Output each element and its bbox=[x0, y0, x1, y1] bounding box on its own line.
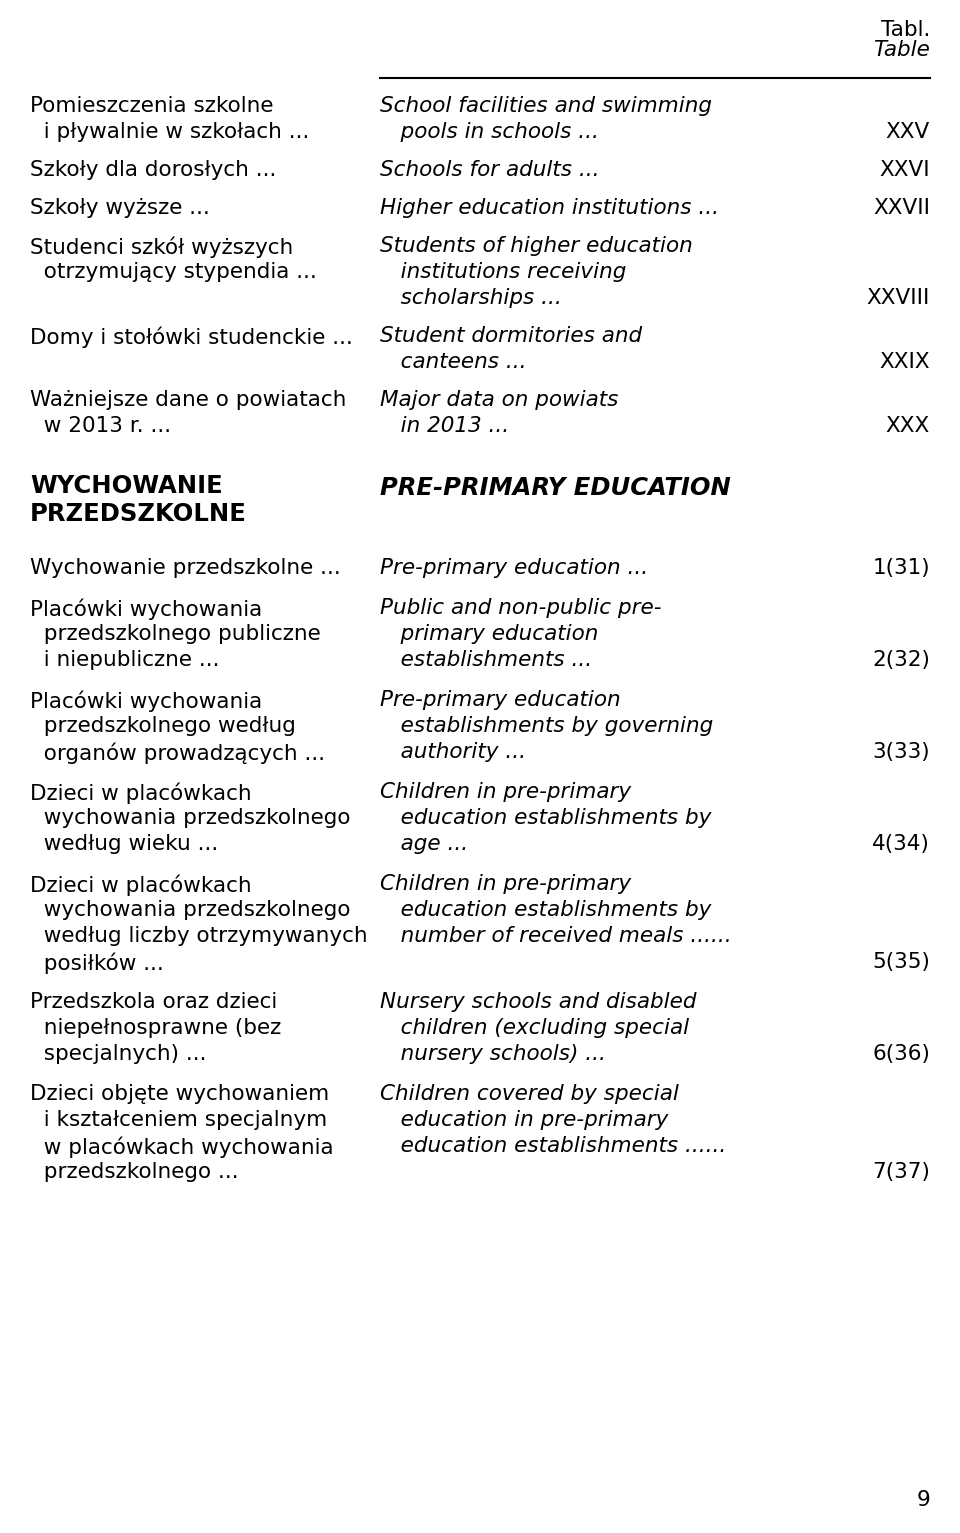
Text: przedszkolnego publiczne: przedszkolnego publiczne bbox=[30, 624, 321, 644]
Text: 6(36): 6(36) bbox=[872, 1044, 930, 1064]
Text: 2(32): 2(32) bbox=[872, 650, 930, 670]
Text: Children in pre-primary: Children in pre-primary bbox=[380, 782, 631, 802]
Text: education establishments ......: education establishments ...... bbox=[380, 1136, 727, 1156]
Text: age ...: age ... bbox=[380, 834, 468, 854]
Text: wychowania przedszkolnego: wychowania przedszkolnego bbox=[30, 900, 350, 920]
Text: XXVIII: XXVIII bbox=[867, 288, 930, 308]
Text: Pre-primary education: Pre-primary education bbox=[380, 690, 620, 710]
Text: School facilities and swimming: School facilities and swimming bbox=[380, 97, 712, 117]
Text: 1(31): 1(31) bbox=[873, 558, 930, 578]
Text: Major data on powiats: Major data on powiats bbox=[380, 389, 618, 409]
Text: w 2013 r. ...: w 2013 r. ... bbox=[30, 415, 171, 435]
Text: 9: 9 bbox=[916, 1490, 930, 1510]
Text: XXX: XXX bbox=[886, 415, 930, 435]
Text: Students of higher education: Students of higher education bbox=[380, 236, 693, 256]
Text: children (excluding special: children (excluding special bbox=[380, 1018, 689, 1038]
Text: Ważniejsze dane o powiatach: Ważniejsze dane o powiatach bbox=[30, 389, 347, 409]
Text: w placówkach wychowania: w placówkach wychowania bbox=[30, 1136, 334, 1157]
Text: establishments ...: establishments ... bbox=[380, 650, 592, 670]
Text: 4(34): 4(34) bbox=[872, 834, 930, 854]
Text: przedszkolnego według: przedszkolnego według bbox=[30, 716, 296, 736]
Text: scholarships ...: scholarships ... bbox=[380, 288, 562, 308]
Text: XXIX: XXIX bbox=[879, 353, 930, 373]
Text: 5(35): 5(35) bbox=[872, 952, 930, 972]
Text: Nursery schools and disabled: Nursery schools and disabled bbox=[380, 992, 697, 1012]
Text: XXV: XXV bbox=[886, 123, 930, 143]
Text: Table: Table bbox=[874, 40, 930, 60]
Text: Higher education institutions ...: Higher education institutions ... bbox=[380, 198, 719, 218]
Text: WYCHOWANIE: WYCHOWANIE bbox=[30, 474, 223, 498]
Text: education establishments by: education establishments by bbox=[380, 808, 711, 828]
Text: PRE-PRIMARY EDUCATION: PRE-PRIMARY EDUCATION bbox=[380, 477, 731, 500]
Text: 3(33): 3(33) bbox=[873, 742, 930, 762]
Text: Tabl.: Tabl. bbox=[880, 20, 930, 40]
Text: Przedszkola oraz dzieci: Przedszkola oraz dzieci bbox=[30, 992, 277, 1012]
Text: Public and non-public pre-: Public and non-public pre- bbox=[380, 598, 661, 618]
Text: education in pre-primary: education in pre-primary bbox=[380, 1110, 668, 1130]
Text: posiłków ...: posiłków ... bbox=[30, 952, 164, 973]
Text: PRZEDSZKOLNE: PRZEDSZKOLNE bbox=[30, 501, 247, 526]
Text: in 2013 ...: in 2013 ... bbox=[380, 415, 509, 435]
Text: Schools for adults ...: Schools for adults ... bbox=[380, 159, 599, 179]
Text: i pływalnie w szkołach ...: i pływalnie w szkołach ... bbox=[30, 123, 309, 143]
Text: Studenci szkół wyższych: Studenci szkół wyższych bbox=[30, 236, 293, 258]
Text: wychowania przedszkolnego: wychowania przedszkolnego bbox=[30, 808, 350, 828]
Text: Dzieci objęte wychowaniem: Dzieci objęte wychowaniem bbox=[30, 1084, 329, 1104]
Text: Dzieci w placówkach: Dzieci w placówkach bbox=[30, 782, 252, 803]
Text: przedszkolnego ...: przedszkolnego ... bbox=[30, 1162, 239, 1182]
Text: 7(37): 7(37) bbox=[872, 1162, 930, 1182]
Text: Children covered by special: Children covered by special bbox=[380, 1084, 679, 1104]
Text: Dzieci w placówkach: Dzieci w placówkach bbox=[30, 874, 252, 895]
Text: niepełnosprawne (bez: niepełnosprawne (bez bbox=[30, 1018, 281, 1038]
Text: canteens ...: canteens ... bbox=[380, 353, 526, 373]
Text: i kształceniem specjalnym: i kształceniem specjalnym bbox=[30, 1110, 327, 1130]
Text: Szkoły dla dorosłych ...: Szkoły dla dorosłych ... bbox=[30, 159, 276, 179]
Text: Pomieszczenia szkolne: Pomieszczenia szkolne bbox=[30, 97, 274, 117]
Text: organów prowadzących ...: organów prowadzących ... bbox=[30, 742, 325, 763]
Text: Pre-primary education ...: Pre-primary education ... bbox=[380, 558, 648, 578]
Text: i niepubliczne ...: i niepubliczne ... bbox=[30, 650, 220, 670]
Text: number of received meals ......: number of received meals ...... bbox=[380, 926, 732, 946]
Text: Student dormitories and: Student dormitories and bbox=[380, 327, 642, 346]
Text: institutions receiving: institutions receiving bbox=[380, 262, 626, 282]
Text: Szkoły wyższe ...: Szkoły wyższe ... bbox=[30, 198, 210, 218]
Text: Children in pre-primary: Children in pre-primary bbox=[380, 874, 631, 894]
Text: Wychowanie przedszkolne ...: Wychowanie przedszkolne ... bbox=[30, 558, 341, 578]
Text: Placówki wychowania: Placówki wychowania bbox=[30, 598, 262, 619]
Text: education establishments by: education establishments by bbox=[380, 900, 711, 920]
Text: XXVII: XXVII bbox=[873, 198, 930, 218]
Text: pools in schools ...: pools in schools ... bbox=[380, 123, 599, 143]
Text: XXVI: XXVI bbox=[879, 159, 930, 179]
Text: authority ...: authority ... bbox=[380, 742, 526, 762]
Text: specjalnych) ...: specjalnych) ... bbox=[30, 1044, 206, 1064]
Text: według wieku ...: według wieku ... bbox=[30, 834, 218, 854]
Text: nursery schools) ...: nursery schools) ... bbox=[380, 1044, 606, 1064]
Text: establishments by governing: establishments by governing bbox=[380, 716, 713, 736]
Text: otrzymujący stypendia ...: otrzymujący stypendia ... bbox=[30, 262, 317, 282]
Text: Placówki wychowania: Placówki wychowania bbox=[30, 690, 262, 711]
Text: według liczby otrzymywanych: według liczby otrzymywanych bbox=[30, 926, 368, 946]
Text: Domy i stołówki studenckie ...: Domy i stołówki studenckie ... bbox=[30, 327, 353, 348]
Text: primary education: primary education bbox=[380, 624, 598, 644]
